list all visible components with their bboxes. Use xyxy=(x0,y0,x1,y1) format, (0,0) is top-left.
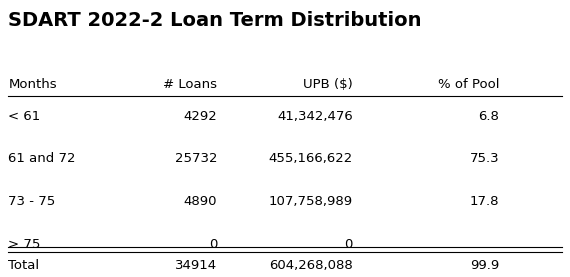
Text: < 61: < 61 xyxy=(9,110,40,122)
Text: 4890: 4890 xyxy=(184,195,217,208)
Text: 0: 0 xyxy=(209,238,217,251)
Text: 73 - 75: 73 - 75 xyxy=(9,195,56,208)
Text: UPB ($): UPB ($) xyxy=(303,78,353,91)
Text: 25732: 25732 xyxy=(175,152,217,165)
Text: # Loans: # Loans xyxy=(163,78,217,91)
Text: 604,268,088: 604,268,088 xyxy=(269,259,353,272)
Text: 99.9: 99.9 xyxy=(470,259,499,272)
Text: Months: Months xyxy=(9,78,57,91)
Text: > 75: > 75 xyxy=(9,238,41,251)
Text: SDART 2022-2 Loan Term Distribution: SDART 2022-2 Loan Term Distribution xyxy=(9,11,422,30)
Text: 61 and 72: 61 and 72 xyxy=(9,152,76,165)
Text: 17.8: 17.8 xyxy=(470,195,499,208)
Text: 0: 0 xyxy=(344,238,353,251)
Text: 4292: 4292 xyxy=(184,110,217,122)
Text: 455,166,622: 455,166,622 xyxy=(268,152,353,165)
Text: % of Pool: % of Pool xyxy=(438,78,499,91)
Text: 34914: 34914 xyxy=(175,259,217,272)
Text: 41,342,476: 41,342,476 xyxy=(277,110,353,122)
Text: 107,758,989: 107,758,989 xyxy=(268,195,353,208)
Text: 6.8: 6.8 xyxy=(479,110,499,122)
Text: 75.3: 75.3 xyxy=(470,152,499,165)
Text: Total: Total xyxy=(9,259,39,272)
